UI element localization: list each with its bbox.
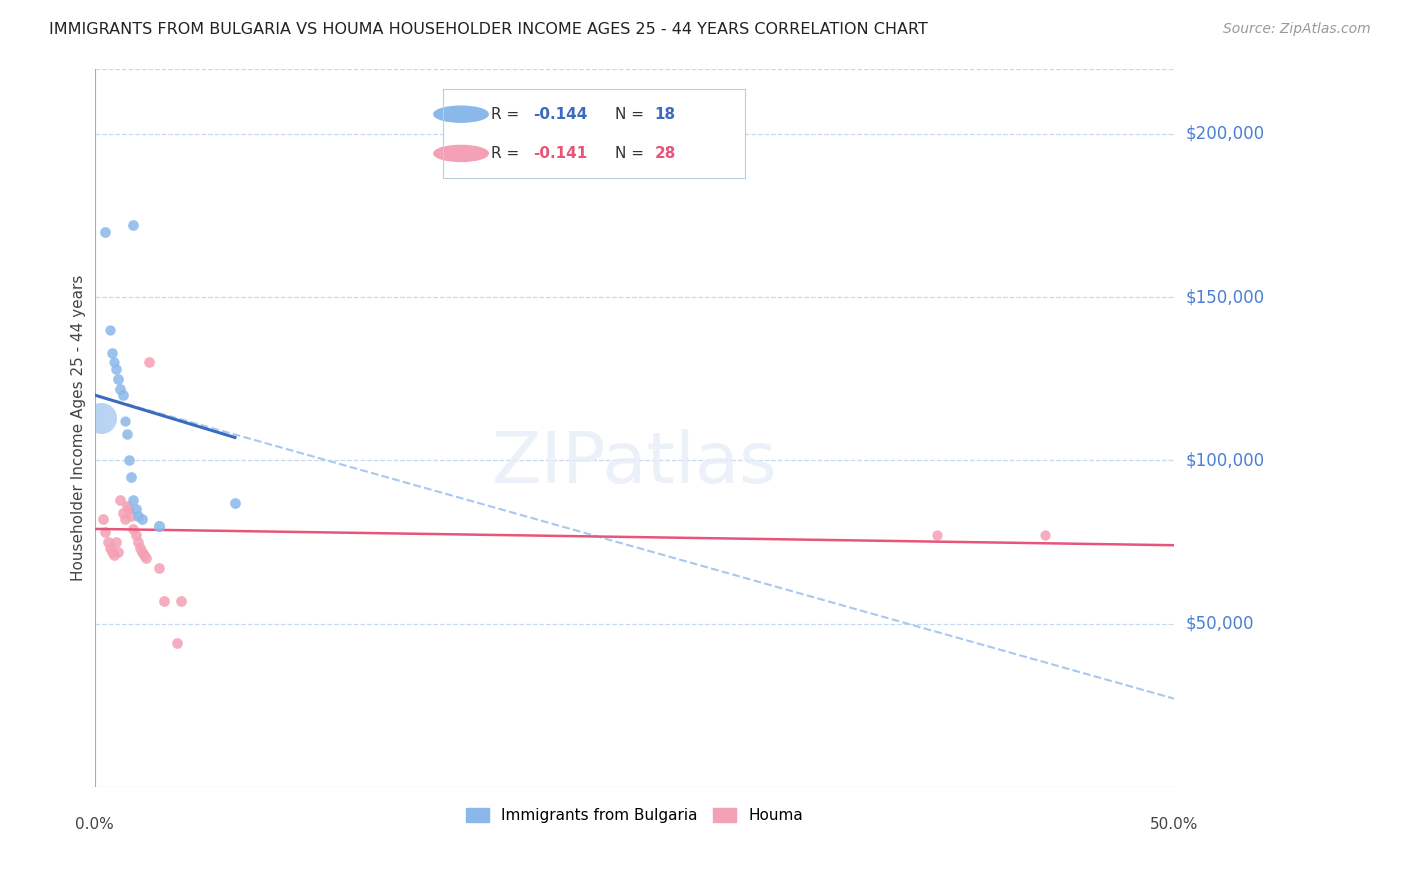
- Point: [148, 561, 170, 575]
- Point: [110, 382, 132, 396]
- Text: $100,000: $100,000: [1185, 451, 1264, 469]
- Point: [101, 345, 124, 359]
- Point: [129, 541, 152, 556]
- Text: IMMIGRANTS FROM BULGARIA VS HOUMA HOUSEHOLDER INCOME AGES 25 - 44 YEARS CORRELAT: IMMIGRANTS FROM BULGARIA VS HOUMA HOUSEH…: [49, 22, 928, 37]
- Y-axis label: Householder Income Ages 25 - 44 years: Householder Income Ages 25 - 44 years: [72, 275, 86, 581]
- Point: [122, 492, 145, 507]
- Text: $150,000: $150,000: [1185, 288, 1264, 306]
- Point: [101, 545, 124, 559]
- Circle shape: [434, 106, 488, 122]
- Point: [925, 528, 948, 542]
- Point: [131, 545, 153, 559]
- Point: [105, 535, 128, 549]
- Text: Source: ZipAtlas.com: Source: ZipAtlas.com: [1223, 22, 1371, 37]
- Point: [224, 496, 246, 510]
- Point: [107, 545, 129, 559]
- Point: [120, 508, 142, 523]
- Point: [114, 414, 136, 428]
- Point: [98, 541, 121, 556]
- Point: [111, 388, 134, 402]
- Text: N =: N =: [616, 107, 650, 121]
- Point: [115, 499, 138, 513]
- Point: [135, 551, 157, 566]
- Point: [118, 502, 141, 516]
- Point: [94, 525, 117, 540]
- Point: [103, 355, 125, 369]
- Text: $200,000: $200,000: [1185, 125, 1264, 143]
- Text: N =: N =: [616, 146, 650, 161]
- Point: [94, 225, 117, 239]
- Point: [120, 469, 142, 483]
- Point: [170, 593, 193, 607]
- Point: [90, 410, 112, 425]
- Point: [148, 518, 170, 533]
- Text: 50.0%: 50.0%: [1150, 817, 1198, 832]
- Point: [114, 512, 136, 526]
- Text: ZIPatlas: ZIPatlas: [492, 429, 778, 498]
- Point: [122, 219, 145, 233]
- Point: [98, 323, 121, 337]
- Point: [110, 492, 132, 507]
- Text: R =: R =: [491, 146, 524, 161]
- Point: [1033, 528, 1056, 542]
- Point: [124, 528, 146, 542]
- Point: [96, 535, 118, 549]
- Point: [152, 593, 174, 607]
- Point: [166, 636, 188, 650]
- Point: [138, 355, 160, 369]
- Point: [134, 548, 156, 562]
- Point: [122, 522, 145, 536]
- Text: 0.0%: 0.0%: [75, 817, 114, 832]
- Point: [124, 502, 146, 516]
- Point: [103, 548, 125, 562]
- Text: 18: 18: [655, 107, 676, 121]
- Legend: Immigrants from Bulgaria, Houma: Immigrants from Bulgaria, Houma: [460, 802, 808, 830]
- Point: [115, 427, 138, 442]
- Point: [91, 512, 114, 526]
- Point: [107, 372, 129, 386]
- Text: -0.141: -0.141: [534, 146, 588, 161]
- Point: [111, 506, 134, 520]
- Point: [105, 362, 128, 376]
- Text: R =: R =: [491, 107, 524, 121]
- Circle shape: [434, 145, 488, 161]
- Point: [131, 512, 153, 526]
- Text: 28: 28: [655, 146, 676, 161]
- Text: -0.144: -0.144: [534, 107, 588, 121]
- Point: [127, 535, 149, 549]
- Point: [127, 508, 149, 523]
- Text: $50,000: $50,000: [1185, 615, 1254, 632]
- Point: [118, 453, 141, 467]
